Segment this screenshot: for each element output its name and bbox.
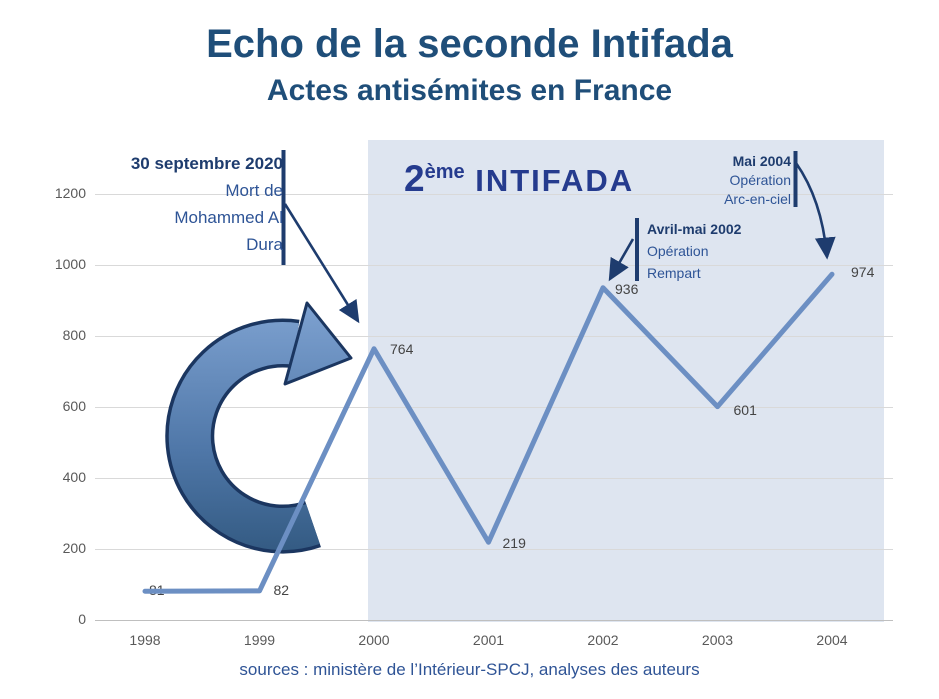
annotation-arrow-2004 (794, 162, 836, 260)
x-axis-tick-label: 1998 (129, 632, 161, 648)
gridline-y200 (95, 549, 893, 550)
intifada-region-label: 2ème INTIFADA (404, 158, 634, 200)
region-label-word: INTIFADA (464, 163, 635, 198)
annotation-date: 30 septembre 2020 (130, 154, 283, 173)
y-axis-tick-label: 1000 (54, 256, 86, 272)
annotation-line: Dura (246, 235, 283, 254)
annotation-line: Mort de (225, 181, 283, 200)
y-axis-tick-label: 0 (78, 611, 86, 627)
x-axis-tick-label: 2000 (358, 632, 390, 648)
x-axis-line (95, 620, 893, 621)
x-axis-tick-label: 2004 (816, 632, 848, 648)
gridline-y800 (95, 336, 893, 337)
annotation-operation-rempart: Avril-mai 2002 Opération Rempart (647, 218, 741, 284)
y-axis-tick-label: 400 (62, 469, 86, 485)
data-label-1999: 82 (273, 581, 290, 598)
data-label-2002: 936 (615, 280, 639, 297)
series-line (142, 271, 835, 594)
annotation-line: Arc-en-ciel (724, 191, 791, 207)
data-label-2003: 601 (733, 401, 757, 418)
x-axis-tick-label: 2001 (472, 632, 505, 648)
annotation-line: Opération (647, 243, 709, 259)
x-axis-tick-label: 2002 (587, 632, 619, 648)
gridline-y400 (95, 478, 893, 479)
curved-swoosh-arrow (165, 301, 353, 554)
region-label-number: 2 (404, 158, 425, 199)
data-label-2001: 219 (502, 535, 526, 552)
data-label-2004: 974 (851, 264, 875, 281)
annotation-date: Mai 2004 (732, 153, 791, 169)
annotation-line: Opération (729, 172, 791, 188)
annotation-line: Mohammed Al (174, 208, 283, 227)
y-axis-tick-label: 600 (62, 398, 86, 414)
page-title: Echo de la seconde Intifada (206, 22, 733, 66)
x-axis-tick-label: 2003 (701, 632, 734, 648)
gridline-y600 (95, 407, 893, 408)
page-subtitle: Actes antisémites en France (266, 74, 673, 107)
region-label-superscript: ème (424, 161, 465, 183)
data-label-2000: 764 (390, 340, 414, 357)
intifada-shaded-region (368, 140, 884, 622)
source-caption: sources : ministère de l’Intérieur-SPCJ,… (239, 660, 700, 679)
x-axis-tick-label: 1999 (243, 632, 276, 648)
annotation-date: Avril-mai 2002 (647, 221, 742, 237)
gridline-y1200 (95, 194, 893, 195)
annotation-mort-de-mohammed: 30 septembre 2020 Mort de Mohammed Al Du… (131, 150, 283, 258)
annotation-operation-arc-en-ciel: Mai 2004 Opération Arc-en-ciel (724, 152, 791, 209)
annotation-arrow-2000 (283, 203, 360, 324)
annotation-line: Rempart (647, 265, 701, 281)
annotation-arrow-2002 (608, 238, 635, 282)
y-axis-tick-label: 200 (62, 540, 86, 556)
gridline-y1000 (95, 265, 893, 266)
y-axis-tick-label: 800 (62, 327, 86, 343)
y-axis-tick-label: 1200 (54, 185, 86, 201)
